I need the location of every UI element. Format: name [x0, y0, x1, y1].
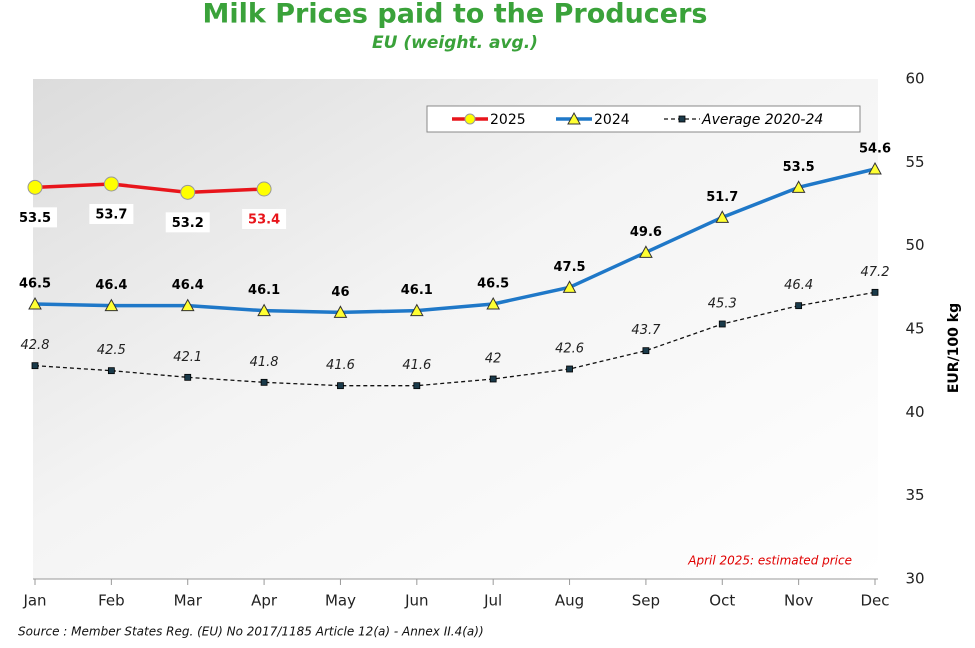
marker — [678, 115, 686, 123]
data-label: 51.7 — [706, 190, 738, 205]
label-box — [242, 209, 287, 229]
data-label: 54.6 — [859, 142, 891, 157]
marker — [107, 367, 115, 375]
x-tick-label: Aug — [555, 592, 584, 610]
label-box — [89, 204, 134, 224]
marker — [260, 378, 268, 386]
data-label: 46.5 — [19, 277, 51, 292]
data-label: 41.6 — [402, 358, 431, 373]
chart-title: Milk Prices paid to the Producers — [202, 0, 707, 30]
x-tick-label: Apr — [251, 592, 278, 610]
marker — [27, 179, 43, 195]
x-tick-label: Jun — [404, 592, 428, 610]
x-tick-label: May — [325, 592, 356, 610]
legend-label: 2025 — [490, 112, 526, 128]
data-label: 46.1 — [248, 283, 280, 298]
marker — [333, 305, 348, 318]
legend-label: 2024 — [594, 112, 630, 128]
x-tick-label: Oct — [709, 592, 735, 610]
x-tick-label: Feb — [98, 592, 125, 610]
legend-label: Average 2020-24 — [701, 112, 823, 128]
x-tick-label: Nov — [784, 592, 813, 610]
x-tick-label: Sep — [632, 592, 660, 610]
marker — [795, 302, 803, 310]
marker — [718, 320, 726, 328]
annotation: April 2025: estimated price — [687, 554, 852, 568]
x-tick-label: Mar — [174, 592, 203, 610]
x-tick-label: Dec — [860, 592, 889, 610]
data-label: 49.6 — [630, 225, 662, 240]
data-label: 46.4 — [95, 278, 127, 293]
marker — [103, 176, 119, 192]
marker — [639, 245, 653, 258]
y-tick-label: 35 — [905, 486, 924, 504]
marker — [464, 113, 476, 125]
data-label: 46.4 — [172, 278, 204, 293]
data-label: 43.7 — [631, 323, 661, 338]
data-label: 42.1 — [173, 350, 202, 365]
series-line — [34, 167, 876, 315]
data-label: 41.8 — [250, 355, 279, 370]
marker — [562, 280, 577, 293]
data-label: 45.3 — [708, 297, 737, 312]
data-label: 42.6 — [555, 342, 584, 357]
y-tick-label: 45 — [905, 320, 924, 338]
y-tick-label: 40 — [905, 403, 924, 421]
marker — [257, 303, 271, 317]
y-tick-label: 55 — [905, 153, 924, 171]
series-line — [34, 291, 876, 387]
data-label: 53.2 — [172, 216, 204, 231]
x-tick-label: Jul — [483, 592, 502, 610]
marker — [567, 111, 581, 125]
data-label: 53.5 — [19, 211, 51, 226]
chart-subtitle: EU (weight. avg.) — [372, 33, 538, 53]
data-label: 47.2 — [861, 265, 890, 280]
series-line — [34, 182, 265, 195]
data-label: 42.8 — [21, 338, 50, 353]
data-label: 41.6 — [326, 358, 355, 373]
data-label: 46.1 — [401, 283, 433, 298]
marker — [409, 303, 424, 317]
legend — [426, 105, 861, 133]
data-label: 46 — [331, 285, 349, 300]
marker — [180, 184, 196, 200]
data-label: 46.5 — [477, 277, 509, 292]
data-label: 53.4 — [248, 213, 280, 228]
marker — [642, 347, 650, 355]
y-tick-label: 60 — [905, 70, 924, 88]
marker — [28, 296, 42, 310]
x-tick-label: Jan — [22, 592, 46, 610]
source: Source : Member States Reg. (EU) No 2017… — [18, 625, 484, 639]
label-box — [165, 212, 210, 233]
data-label: 42 — [485, 352, 502, 367]
y-tick-label: 50 — [905, 236, 924, 254]
marker — [180, 298, 195, 312]
marker — [868, 161, 882, 175]
plot-area — [33, 79, 878, 579]
data-label: 42.5 — [97, 343, 126, 358]
marker — [31, 362, 39, 370]
marker — [566, 365, 573, 373]
data-label: 47.5 — [554, 260, 586, 275]
marker — [256, 181, 272, 197]
data-label: 53.7 — [95, 208, 127, 223]
y-tick-label: 30 — [905, 570, 924, 588]
marker — [489, 375, 497, 383]
label-box — [13, 207, 57, 228]
marker — [791, 180, 806, 193]
data-label: 53.5 — [783, 160, 815, 175]
marker — [104, 298, 119, 312]
marker — [486, 296, 501, 310]
data-label: 46.4 — [784, 278, 813, 293]
y-axis-label: EUR/100 kg — [946, 303, 962, 393]
marker — [184, 373, 192, 381]
marker — [337, 382, 344, 390]
marker — [413, 382, 421, 390]
marker — [871, 288, 879, 296]
marker — [715, 210, 730, 223]
